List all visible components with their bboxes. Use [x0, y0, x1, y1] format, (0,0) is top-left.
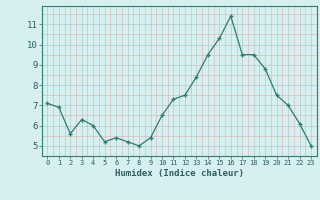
- X-axis label: Humidex (Indice chaleur): Humidex (Indice chaleur): [115, 169, 244, 178]
